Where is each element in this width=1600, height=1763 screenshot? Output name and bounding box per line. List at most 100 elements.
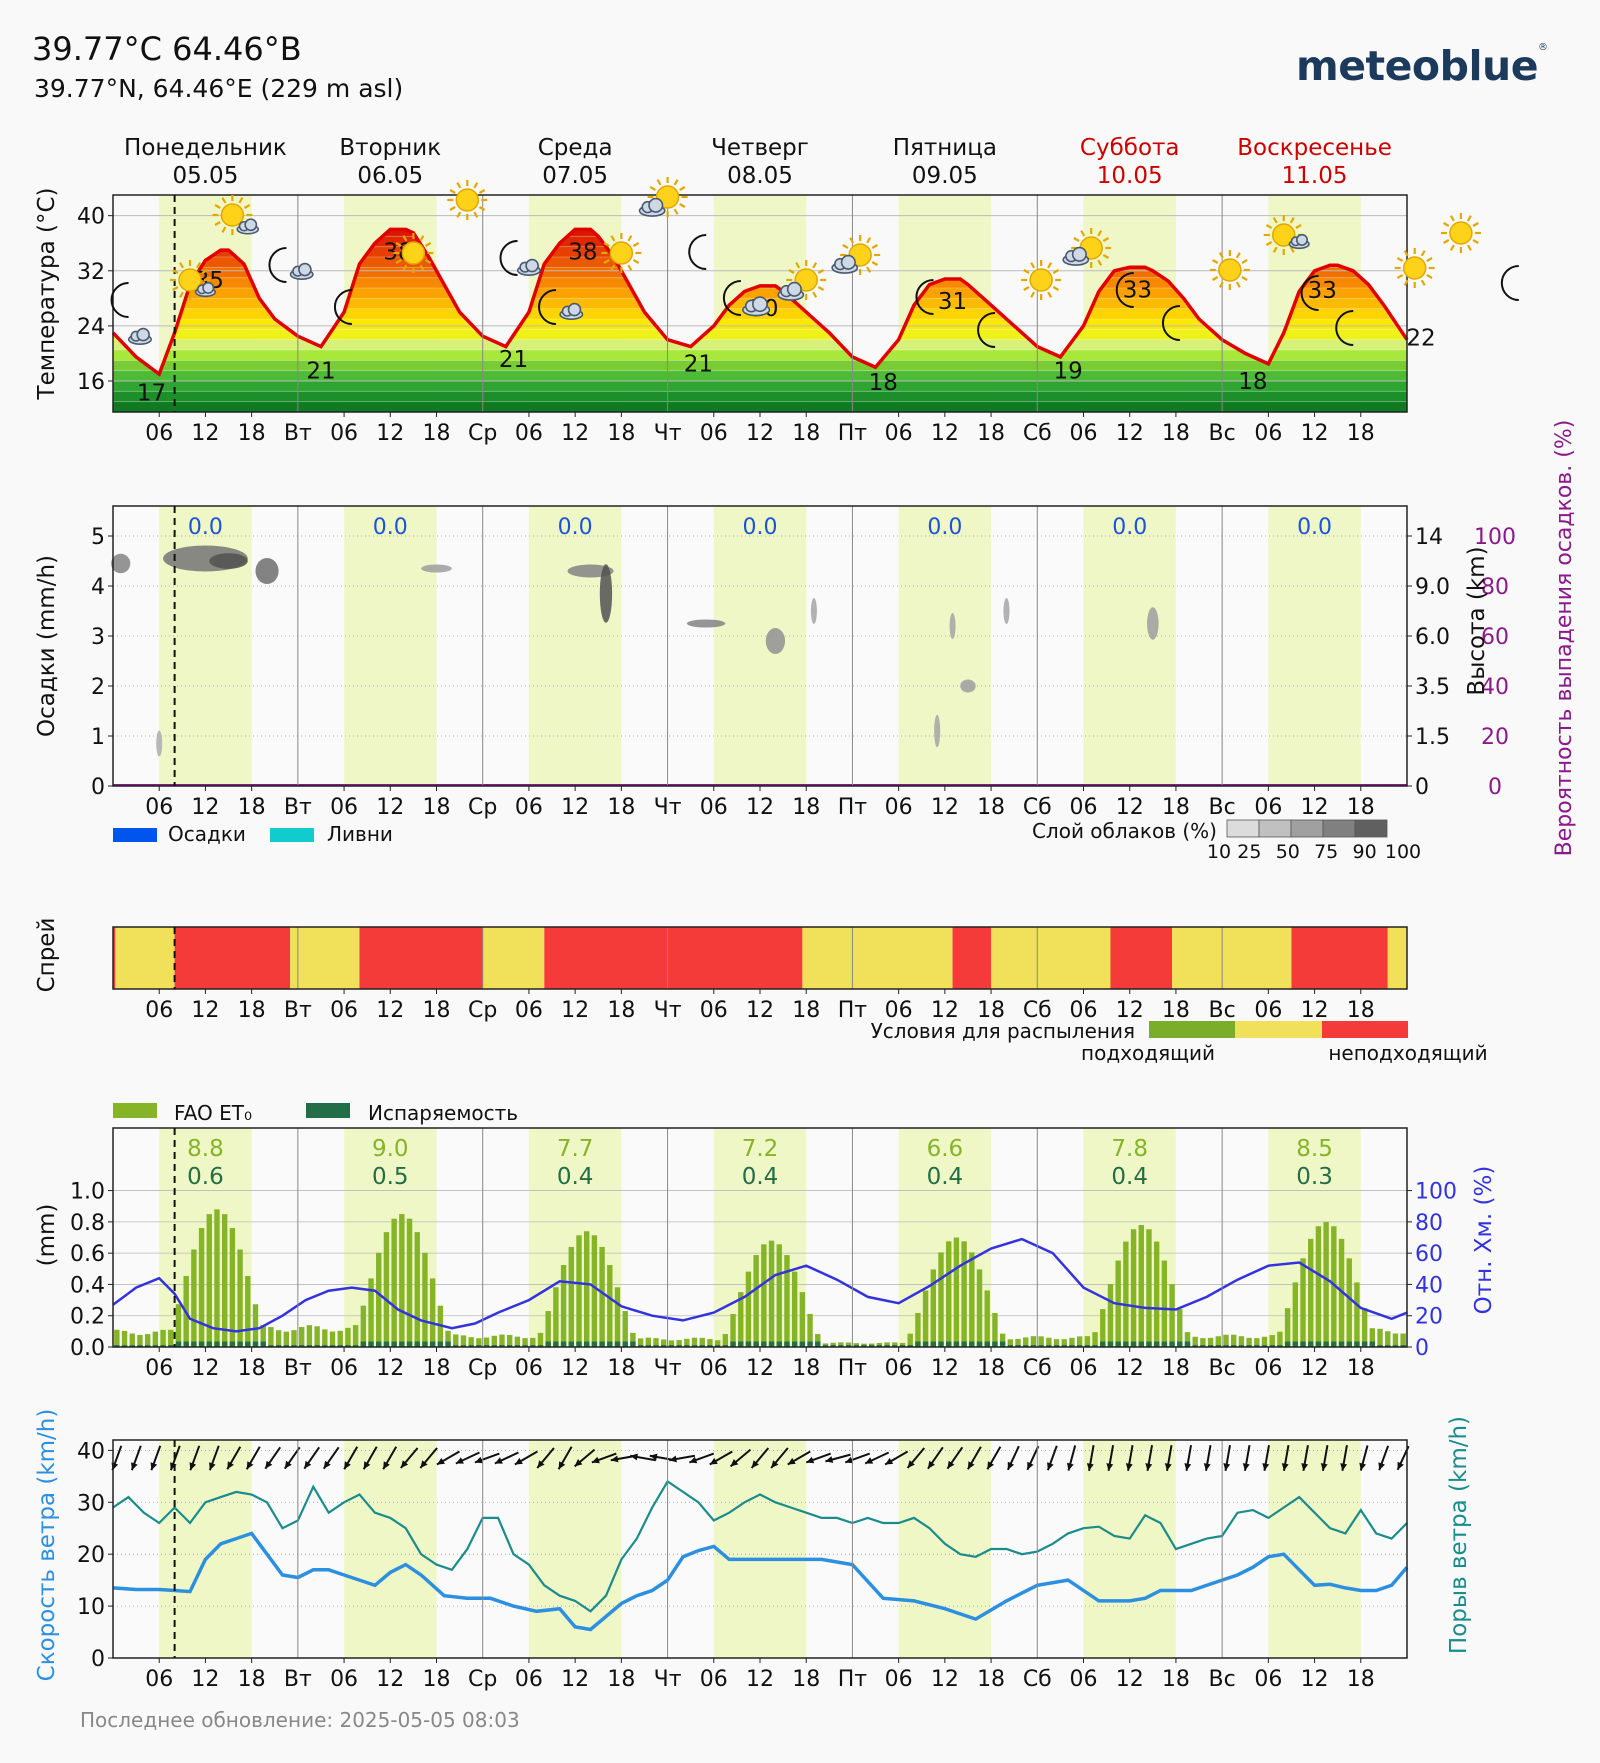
wind-direction-arrow <box>906 1447 926 1469</box>
meteoblue-logo[interactable]: meteoblue® <box>1296 42 1548 90</box>
moon-icon <box>110 282 129 318</box>
x-hour-label: 06 <box>330 421 358 446</box>
evap-bar <box>1377 1345 1383 1347</box>
evap-bar <box>645 1345 652 1347</box>
y-tick-label: 0.0 <box>70 1336 105 1361</box>
y-tick-label: 1 <box>91 725 105 750</box>
x-hour-label: 12 <box>561 1667 589 1692</box>
sun-ray <box>419 264 425 271</box>
evap-bar <box>514 1345 521 1347</box>
wind-direction-arrow <box>986 1446 1002 1470</box>
sun-ray <box>627 235 633 242</box>
spray-segment <box>544 927 803 989</box>
evap-bar <box>483 1345 490 1347</box>
moon-icon <box>915 279 934 315</box>
y-tick-label: 0.6 <box>70 1242 105 1267</box>
daily-evap: 0.4 <box>557 1164 594 1190</box>
evap-bar <box>1277 1345 1283 1347</box>
moon-icon <box>688 234 707 270</box>
x-hour-label: 12 <box>191 1356 219 1381</box>
sun-disc <box>1029 268 1053 292</box>
evap-bar <box>437 1341 444 1347</box>
x-hour-label: 18 <box>423 998 451 1023</box>
daily-et0: 7.7 <box>557 1136 594 1162</box>
sun-ray <box>1272 246 1278 253</box>
arrow-head <box>363 1461 371 1470</box>
et0-bar <box>491 1335 497 1347</box>
daily-et0: 9.0 <box>372 1136 409 1162</box>
sun-ray <box>402 235 408 242</box>
evap-bar <box>707 1345 713 1347</box>
evap-bar <box>745 1341 752 1347</box>
max-temp-label: 38 <box>568 239 597 265</box>
et0-bar <box>314 1326 320 1347</box>
arrow-head <box>400 1460 409 1468</box>
x-hour-label: 18 <box>1162 998 1190 1023</box>
wind-direction-arrow <box>1086 1445 1095 1471</box>
et0-bar <box>1023 1337 1029 1347</box>
sun-ray <box>866 266 872 273</box>
temp-band <box>113 350 1407 361</box>
x-day-label: Сб <box>1023 795 1052 820</box>
et0-bar <box>899 1342 906 1347</box>
daylight-band <box>528 1128 622 1347</box>
arrow-head <box>1203 1463 1211 1471</box>
end-temp-label: 22 <box>1406 326 1435 352</box>
et0-bar <box>922 1290 929 1347</box>
x-hour-label: 06 <box>1070 1667 1098 1692</box>
sun-ray <box>1235 252 1241 259</box>
cloud-icon <box>516 258 541 277</box>
x-hour-label: 12 <box>1301 1667 1329 1692</box>
evap-bar <box>1123 1341 1129 1347</box>
et0-bar <box>229 1228 236 1347</box>
arrow-head <box>771 1460 779 1468</box>
et0-bar <box>129 1333 135 1347</box>
et0-bar <box>522 1338 528 1347</box>
sun-ray <box>243 204 251 209</box>
sun-ray <box>196 262 201 269</box>
x-day-label: Вт <box>284 1667 312 1692</box>
evap-bar <box>1200 1345 1206 1347</box>
daylight-band <box>528 506 622 786</box>
arrow-head <box>284 1460 292 1469</box>
arrow-head <box>1262 1463 1270 1471</box>
prob-tick-label: 80 <box>1481 575 1509 600</box>
et0-bar <box>476 1338 482 1347</box>
wind-direction-arrow <box>844 1452 871 1464</box>
wind-direction-arrow <box>1026 1445 1040 1471</box>
evap-bar <box>992 1341 998 1347</box>
arrow-head <box>825 1456 834 1463</box>
wind-direction-arrow <box>1378 1445 1390 1471</box>
x-hour-label: 06 <box>330 1356 358 1381</box>
temp-band <box>113 288 1407 299</box>
et0-bar <box>137 1334 143 1347</box>
y-tick-label: 20 <box>77 1543 105 1568</box>
et0-bar <box>406 1218 413 1347</box>
et0-bar <box>468 1337 474 1347</box>
spray-segment <box>174 927 291 989</box>
arrow-head <box>131 1462 138 1471</box>
x-hour-label: 06 <box>700 421 728 446</box>
x-day-label: Вт <box>284 421 312 446</box>
cloud-layer <box>686 619 726 628</box>
arrow-head <box>558 1461 566 1470</box>
x-hour-label: 18 <box>607 1667 635 1692</box>
axis-title: Осадки (mm/h) <box>34 555 60 737</box>
moon-icon <box>977 312 996 348</box>
sun-ray <box>214 204 221 209</box>
cloud-icon <box>194 281 217 298</box>
y-tick-label: 2 <box>91 675 105 700</box>
sun-ray <box>679 203 686 208</box>
wind-direction-arrow <box>226 1446 242 1470</box>
x-hour-label: 18 <box>977 795 1005 820</box>
evap-bar <box>183 1341 189 1347</box>
evap-bar <box>252 1341 259 1347</box>
x-hour-label: 06 <box>885 1667 913 1692</box>
evap-bar <box>699 1345 705 1347</box>
evap-bar <box>799 1341 806 1347</box>
evap-bar <box>722 1345 729 1347</box>
moon-icon <box>268 247 287 283</box>
daily-precip-total: 0.0 <box>1112 515 1147 540</box>
sun-ray <box>1102 254 1110 259</box>
